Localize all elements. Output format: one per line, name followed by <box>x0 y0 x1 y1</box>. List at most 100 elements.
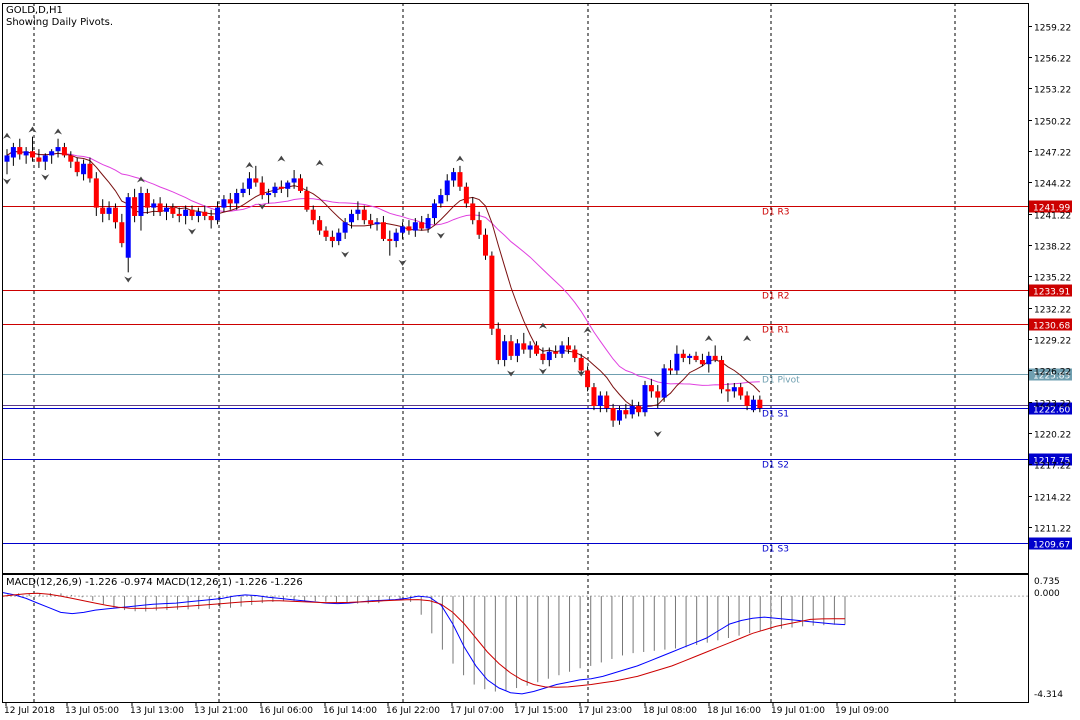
pivot-level-label: D1 S3 <box>762 545 789 555</box>
bear-candle-body <box>744 395 750 406</box>
x-axis-tick-label: 18 Jul 08:00 <box>643 706 697 716</box>
bull-candle-body <box>349 213 355 223</box>
bull-candle-body <box>215 207 221 221</box>
fractal-up-arrow <box>28 126 37 133</box>
bear-candle-body <box>380 222 386 239</box>
x-axis-tick-label: 18 Jul 16:00 <box>707 706 761 716</box>
price-tag-text: 1225.83 <box>1033 372 1070 382</box>
pivot-level-label: D1 R2 <box>762 292 790 302</box>
bull-candle-body <box>393 232 399 242</box>
bull-candle-body <box>750 399 756 411</box>
price-tag-box <box>1029 318 1072 331</box>
bear-candle-body <box>68 155 74 162</box>
bear-candle-body <box>297 178 303 191</box>
fractal-layer <box>3 126 752 438</box>
bull-candle-body <box>355 209 361 214</box>
y-axis-tick-label: 1241.22 <box>1034 212 1071 222</box>
bear-candle-body <box>495 328 501 361</box>
fractal-up-arrow <box>245 161 254 168</box>
bear-candle-body <box>227 199 233 204</box>
bear-candle-body <box>489 255 495 329</box>
bear-candle-body <box>144 193 150 208</box>
y-axis-tick-label: 1235.22 <box>1034 274 1071 284</box>
x-axis-tick-label: 19 Jul 09:00 <box>835 706 889 716</box>
bear-candle-body <box>304 190 310 210</box>
bull-candle-body <box>616 410 622 421</box>
bear-candle-body <box>189 209 195 216</box>
bear-candle-body <box>521 343 527 350</box>
bear-candle-body <box>93 178 99 208</box>
grid-layer <box>33 3 956 702</box>
bull-candle-body <box>514 343 520 356</box>
macd-indicator-label: MACD(12,26,9) -1.226 -0.974 MACD(12,26,1… <box>6 577 303 588</box>
bull-candle-body <box>597 395 603 406</box>
bear-candle-body <box>725 389 731 392</box>
bear-candle-body <box>87 163 93 179</box>
y-axis-tick-label: 1214.22 <box>1034 494 1071 504</box>
macd-axis-zero-label: 0.000 <box>1034 589 1060 599</box>
bear-candle-body <box>668 368 674 371</box>
bear-candle-body <box>719 360 725 390</box>
y-axis-tick-label: 1256.22 <box>1034 55 1071 65</box>
bull-candle-body <box>234 193 240 204</box>
bull-candle-body <box>438 195 444 204</box>
bear-candle-body <box>30 151 36 158</box>
bull-candle-body <box>336 232 342 242</box>
bear-candle-body <box>463 186 469 204</box>
bull-candle-body <box>266 193 272 196</box>
fractal-up-arrow <box>583 326 592 333</box>
fractal-down-arrow <box>258 203 267 210</box>
bear-candle-body <box>693 355 699 361</box>
price-tag-box <box>1029 402 1072 415</box>
fractal-down-arrow <box>3 178 11 185</box>
fractal-up-arrow <box>743 335 752 342</box>
y-axis-tick-label: 1220.22 <box>1034 431 1071 441</box>
bear-candle-body <box>572 349 578 358</box>
fractal-down-arrow <box>507 370 516 377</box>
pivot-level-label: D1 R1 <box>762 326 790 336</box>
fractal-up-arrow <box>455 155 464 162</box>
bear-candle-body <box>578 357 584 371</box>
macd-axis-bottom-label: -4.314 <box>1034 690 1063 700</box>
slow-moving-average-line <box>6 150 760 386</box>
bull-candle-body <box>138 193 144 216</box>
bull-candle-body <box>125 197 131 258</box>
bear-candle-body <box>534 345 540 354</box>
bull-candle-body <box>374 222 380 225</box>
bull-candle-body <box>240 188 246 193</box>
fractal-up-arrow <box>277 155 286 162</box>
price-tag-text: 1230.68 <box>1033 322 1070 332</box>
y-axis-tick-label: 1247.22 <box>1034 149 1071 159</box>
y-axis-tick-label: 1217.22 <box>1034 462 1071 472</box>
bear-candle-body <box>278 186 284 189</box>
bull-candle-body <box>451 172 457 181</box>
fractal-down-arrow <box>188 228 197 235</box>
bull-candle-body <box>23 151 29 156</box>
bear-candle-body <box>36 157 42 162</box>
x-axis-tick-label: 13 Jul 21:00 <box>194 706 248 716</box>
pivot-level-layer: D1 R3 1241.99 D1 R2 1233.91 D1 R1 1230.68 D1 P… <box>2 200 1072 555</box>
bull-candle-body <box>55 147 61 152</box>
bear-candle-body <box>585 370 591 388</box>
bear-candle-body <box>74 161 80 173</box>
macd-signal-line <box>2 592 846 688</box>
fractal-down-arrow <box>398 259 407 266</box>
y-axis-tick-label: 1253.22 <box>1034 86 1071 96</box>
bear-candle-body <box>470 203 476 221</box>
fractal-down-arrow <box>341 251 350 258</box>
bull-candle-body <box>342 222 348 233</box>
pivot-level-label: D1 Pivot <box>762 376 800 386</box>
fractal-down-arrow <box>436 232 445 239</box>
fractal-up-arrow <box>3 132 11 139</box>
price-tag-box <box>1029 368 1072 381</box>
bear-candle-body <box>17 147 23 155</box>
bear-candle-body <box>699 360 705 365</box>
bull-candle-body <box>706 355 712 365</box>
bull-candle-body <box>285 182 291 189</box>
bear-candle-body <box>100 207 106 214</box>
bear-candle-body <box>368 220 374 225</box>
fractal-down-arrow <box>538 368 547 375</box>
bull-candle-body <box>412 222 418 231</box>
bull-candle-body <box>195 211 201 216</box>
bear-candle-body <box>565 345 571 350</box>
